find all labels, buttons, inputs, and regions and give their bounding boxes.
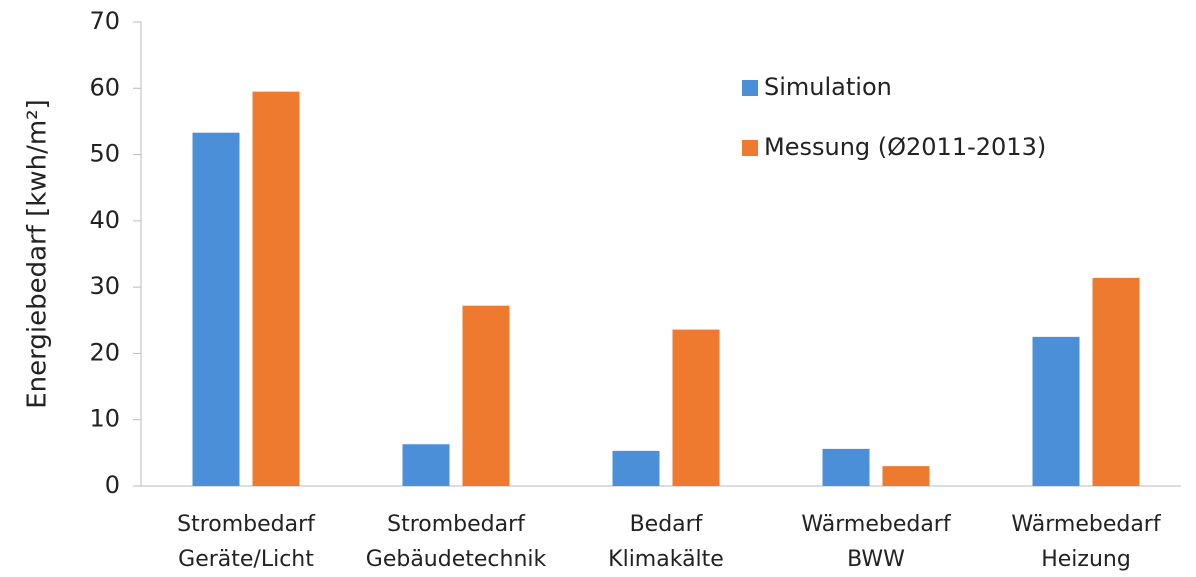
bar [672,329,720,486]
bar [192,132,240,486]
y-tick-label: 50 [89,140,120,168]
legend-swatch [742,140,758,156]
y-tick-label: 10 [89,405,120,433]
bar [612,450,660,486]
bar [882,466,930,486]
bar [402,444,450,486]
bar [1092,277,1140,486]
x-tick-label: Bedarf Klimakälte [608,512,724,572]
legend-swatch [742,80,758,96]
y-tick-label: 30 [89,272,120,300]
y-tick-label: 60 [89,73,120,101]
y-tick-label: 20 [89,338,120,366]
bar [1032,336,1080,486]
x-tick-label: Strombedarf Geräte/Licht [177,512,315,572]
bar [822,448,870,486]
y-axis-label: Energiebedarf [kwh/m²] [23,99,53,409]
y-tick-label: 40 [89,206,120,234]
x-tick-label: Strombedarf Gebäudetechnik [365,512,547,572]
x-tick-label: Wärmebedarf BWW [801,512,951,572]
legend-label: Simulation [764,73,892,101]
legend-label: Messung (Ø2011-2013) [764,133,1046,161]
y-tick-label: 0 [105,471,120,499]
bar [462,305,510,486]
bar [252,91,300,486]
y-tick-label: 70 [89,7,120,35]
x-tick-label: Wärmebedarf Heizung [1011,512,1161,572]
